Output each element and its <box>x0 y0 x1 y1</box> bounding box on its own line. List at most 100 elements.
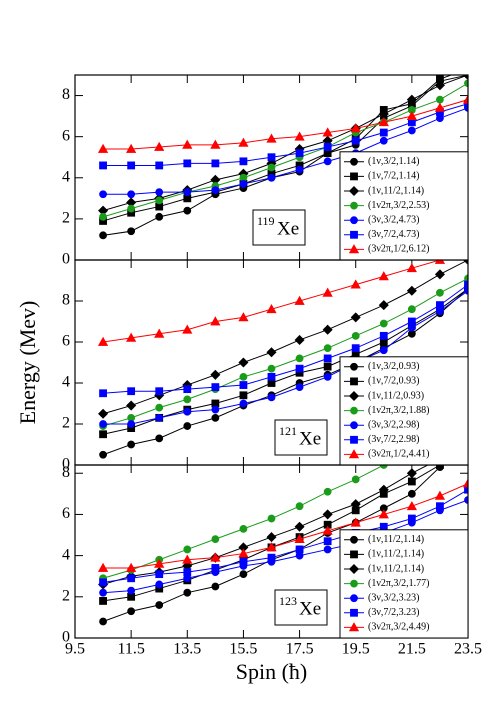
series-line <box>103 103 468 166</box>
series-line <box>102 75 453 222</box>
y-tick-label: 4 <box>62 546 70 563</box>
point <box>378 300 389 311</box>
point <box>238 312 249 322</box>
point <box>155 196 164 205</box>
point <box>99 389 107 398</box>
point <box>407 489 416 498</box>
point <box>267 163 276 172</box>
legend-label: (3ν2π,3/2,4.49) <box>368 622 430 633</box>
point <box>183 188 192 197</box>
legend-marker <box>348 244 360 254</box>
point <box>127 161 136 170</box>
x-tick-label: 21.5 <box>398 641 426 658</box>
x-tick-label: 17.5 <box>286 641 314 658</box>
point <box>239 399 248 408</box>
legend-marker <box>350 157 358 166</box>
point <box>97 143 109 153</box>
point <box>323 537 332 546</box>
x-tick-label: 11.5 <box>117 641 144 658</box>
legend-marker <box>350 608 358 617</box>
legend-label: (3ν,7/2,2.98) <box>368 434 419 445</box>
point <box>238 548 249 558</box>
point <box>434 260 446 264</box>
point <box>155 601 164 609</box>
point <box>322 287 333 297</box>
point <box>379 331 388 340</box>
point <box>434 80 445 91</box>
y-tick-label: 4 <box>62 374 70 391</box>
point <box>99 420 107 428</box>
nucleus-mass: 123 <box>279 594 297 608</box>
legend-label: (3ν,7/2,4.73) <box>368 229 419 240</box>
y-tick-label: 8 <box>62 86 70 103</box>
point <box>294 533 305 544</box>
y-axis-label: Energy (Mev) <box>15 301 40 425</box>
point <box>379 319 388 328</box>
series-line <box>102 465 385 579</box>
point <box>154 328 165 338</box>
point <box>295 354 304 363</box>
series-line <box>102 82 468 218</box>
point <box>462 75 468 81</box>
point <box>210 139 221 149</box>
series-line <box>102 465 429 585</box>
y-tick-label: 0 <box>62 456 70 473</box>
point <box>378 484 389 495</box>
point <box>406 262 417 273</box>
point <box>378 509 389 519</box>
series-line <box>102 75 468 212</box>
series-line <box>103 284 468 394</box>
point <box>295 545 304 554</box>
point <box>462 94 468 104</box>
x-tick-label: 15.5 <box>229 641 257 658</box>
y-tick-label: 8 <box>62 292 70 309</box>
point <box>239 180 248 188</box>
point <box>407 126 416 135</box>
y-tick-label: 2 <box>62 210 70 227</box>
point <box>267 364 276 373</box>
point <box>322 509 333 520</box>
point <box>323 487 332 496</box>
plot-area <box>97 260 468 459</box>
series-line <box>103 483 468 569</box>
x-axis-label: Spin (ħ) <box>236 659 308 684</box>
point <box>350 279 361 289</box>
point <box>99 450 107 459</box>
y-tick-label: 0 <box>62 251 70 268</box>
point <box>239 372 248 381</box>
point <box>154 558 165 568</box>
point <box>239 524 248 533</box>
point <box>406 500 417 511</box>
x-tick-label: 9.5 <box>65 641 85 658</box>
legend-marker <box>350 362 358 371</box>
point <box>127 204 136 213</box>
point <box>322 127 333 137</box>
point <box>127 586 136 595</box>
point <box>239 157 248 166</box>
nucleus-box <box>252 209 306 246</box>
legend-marker <box>350 172 358 181</box>
legend-marker <box>350 230 358 239</box>
legend-marker <box>350 535 358 544</box>
point <box>323 362 332 371</box>
y-tick-label: 2 <box>62 587 70 604</box>
legend-marker <box>350 201 358 210</box>
y-tick-label: 4 <box>62 168 70 185</box>
point <box>182 554 193 564</box>
point <box>323 354 332 363</box>
point <box>295 149 304 158</box>
point <box>407 514 416 523</box>
point <box>464 65 471 72</box>
point <box>378 271 389 281</box>
legend-marker <box>348 185 360 197</box>
legend-marker <box>350 594 358 603</box>
y-tick-label: 6 <box>62 505 70 522</box>
legend-marker <box>350 550 358 559</box>
point <box>407 477 416 486</box>
series-line <box>102 288 468 456</box>
point <box>323 143 332 151</box>
legend-marker <box>350 216 358 225</box>
legend-label: (3ν,3/2,4.73) <box>368 214 419 225</box>
point <box>267 514 276 523</box>
point <box>267 153 276 162</box>
